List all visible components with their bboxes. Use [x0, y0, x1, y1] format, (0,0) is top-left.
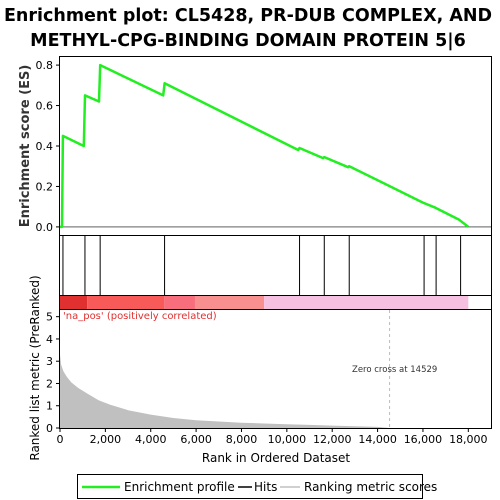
color-bar-segment	[60, 296, 88, 309]
metric-panel-frame	[59, 309, 492, 429]
metric-x-tick-label: 4,000	[135, 433, 167, 446]
metric-x-tick-label: 2,000	[90, 433, 122, 446]
legend-label-metric: Ranking metric scores	[304, 480, 437, 494]
rank-color-bar	[60, 296, 469, 309]
metric-y-tick-label: 5	[46, 311, 53, 324]
positive-correlation-label: 'na_pos' (positively correlated)	[63, 311, 217, 322]
metric-y-tick-label: 0	[46, 422, 53, 435]
metric-y-ticks: 0 1 2 3 4 5	[46, 311, 60, 435]
hits-lines	[62, 236, 462, 295]
es-y-tick-label: 0.6	[36, 100, 54, 113]
es-y-tick-label: 0.4	[36, 140, 54, 153]
metric-x-tick-label: 0	[57, 433, 64, 446]
es-y-axis-title: Enrichment score (ES)	[18, 65, 33, 228]
legend-label-enrichment: Enrichment profile	[124, 480, 235, 494]
metric-y-axis-title: Ranked list metric (PreRanked)	[28, 275, 42, 460]
ranked-metric-area	[60, 354, 390, 428]
metric-y-tick-label: 3	[46, 355, 53, 368]
es-y-tick-label: 0.2	[36, 180, 54, 193]
color-bar-segment	[87, 296, 165, 309]
metric-y-tick-label: 1	[46, 400, 53, 413]
es-y-tick-label: 0.8	[36, 59, 54, 72]
metric-x-tick-label: 16,000	[404, 433, 443, 446]
chart-title-line-1: Enrichment plot: CL5428, PR-DUB COMPLEX,…	[4, 6, 492, 26]
es-panel-frame	[59, 56, 492, 236]
metric-y-tick-label: 2	[46, 377, 53, 390]
metric-panel: 'na_pos' (positively correlated) Zero cr…	[28, 275, 492, 465]
metric-x-tick-label: 8,000	[226, 433, 258, 446]
color-bar-segment	[164, 296, 195, 309]
color-bar-segment	[264, 296, 469, 309]
color-bar-segment	[194, 296, 265, 309]
hits-panel-frame	[59, 235, 492, 296]
chart-title-line-2: METHYL-CPG-BINDING DOMAIN PROTEIN 5|6	[30, 31, 466, 51]
metric-x-axis-title: Rank in Ordered Dataset	[202, 451, 350, 465]
metric-x-tick-label: 6,000	[180, 433, 212, 446]
es-y-ticks: 0.0 0.2 0.4 0.6 0.8	[36, 59, 60, 234]
metric-x-tick-label: 12,000	[313, 433, 352, 446]
legend: Enrichment profile Hits Ranking metric s…	[77, 474, 437, 499]
metric-x-tick-label: 18,000	[449, 433, 488, 446]
color-bar-panel	[59, 295, 492, 310]
enrichment-profile-line	[60, 63, 470, 229]
zero-cross-label: Zero cross at 14529	[352, 365, 437, 375]
es-y-tick-label: 0.0	[36, 221, 54, 234]
metric-x-ticks: 0 2,000 4,000 6,000 8,000 10,000 12,000 14,000 1…	[57, 428, 488, 446]
es-panel: 0.0 0.2 0.4 0.6 0.8 Enrichment score (ES)	[18, 56, 492, 236]
hits-panel	[59, 235, 492, 296]
metric-x-tick-label: 14,000	[358, 433, 397, 446]
metric-x-tick-label: 10,000	[268, 433, 307, 446]
legend-label-hits: Hits	[254, 480, 277, 494]
metric-y-tick-label: 4	[46, 333, 53, 346]
